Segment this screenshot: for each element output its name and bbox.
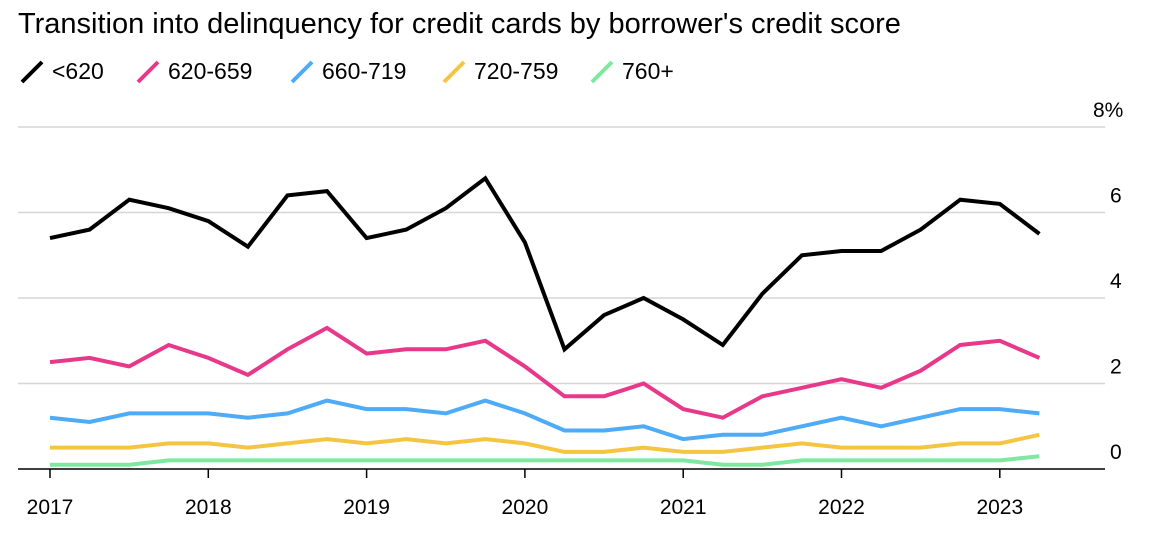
y-tick-label: 4	[1110, 270, 1122, 293]
y-tick-label: 0	[1110, 441, 1122, 464]
series-line-660-719	[49, 398, 1040, 442]
legend-label: 660-719	[322, 58, 406, 84]
x-axis: 2017 2018 2019 2020 2021 2022 2023	[18, 468, 1105, 519]
x-tick-label: 2023	[976, 496, 1023, 519]
legend-swatch	[136, 60, 160, 84]
series-line-720-759	[50, 432, 1040, 454]
legend-swatch	[290, 60, 314, 84]
x-tick-label: 2019	[343, 496, 390, 519]
legend-swatch	[590, 60, 614, 84]
legend-swatch	[20, 60, 44, 84]
legend: <620 620-659 660-719 720-759 760+	[20, 58, 674, 84]
y-tick-label: 8%	[1093, 99, 1123, 122]
legend-label: 720-759	[474, 58, 558, 84]
x-tick-label: 2022	[818, 496, 865, 519]
x-tick-label: 2017	[27, 496, 74, 519]
legend-swatch	[442, 60, 466, 84]
series-line-760	[50, 454, 1040, 467]
legend-label: 620-659	[168, 58, 252, 84]
series-line-620-659	[49, 325, 1041, 420]
series-line-620	[49, 175, 1041, 353]
series-lines	[49, 175, 1041, 467]
y-tick-label: 6	[1110, 185, 1122, 208]
x-tick-label: 2021	[660, 496, 707, 519]
y-axis-ticks: 0 2 4 6 8%	[1093, 99, 1123, 464]
grid-lines	[18, 126, 1105, 385]
legend-label: 760+	[622, 58, 674, 84]
x-tick-label: 2020	[502, 496, 549, 519]
chart-title: Transition into delinquency for credit c…	[18, 8, 901, 40]
legend-label: <620	[52, 58, 104, 84]
y-tick-label: 2	[1110, 356, 1122, 379]
x-tick-label: 2018	[185, 496, 232, 519]
